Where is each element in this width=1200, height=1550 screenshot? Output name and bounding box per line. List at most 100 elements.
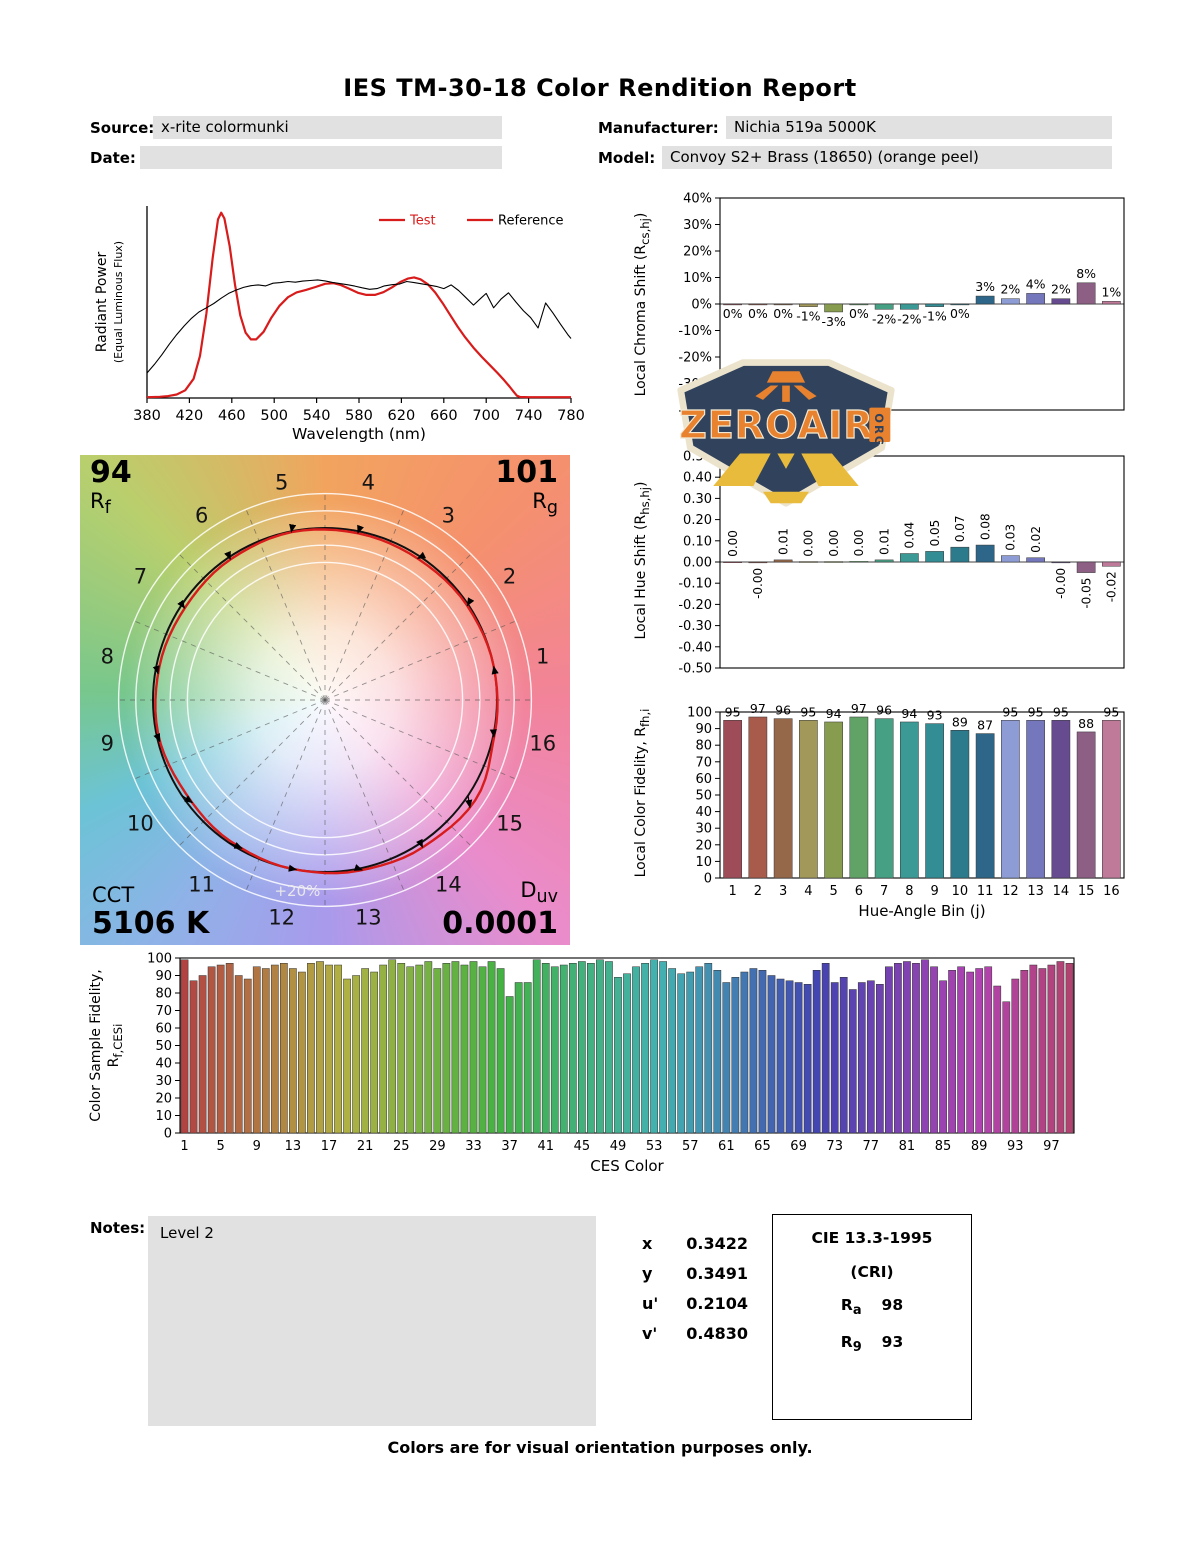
svg-text:4%: 4% <box>1026 276 1046 291</box>
svg-text:2: 2 <box>754 884 762 899</box>
svg-text:0%: 0% <box>773 306 793 321</box>
svg-text:500: 500 <box>260 408 288 424</box>
svg-text:80: 80 <box>695 739 712 754</box>
svg-text:540: 540 <box>303 408 331 424</box>
local-color-fidelity-chart: 1009080706050403020100951972963954945976… <box>687 702 1125 920</box>
svg-text:30%: 30% <box>683 218 712 233</box>
svg-text:11: 11 <box>977 884 994 899</box>
svg-text:30: 30 <box>155 1074 172 1089</box>
svg-text:2%: 2% <box>1000 282 1020 297</box>
cct-value: 5106 K <box>92 905 210 941</box>
svg-text:0.01: 0.01 <box>776 528 790 555</box>
svg-text:8: 8 <box>905 884 913 899</box>
logo-lamp-icon <box>755 371 817 402</box>
svg-text:70: 70 <box>695 755 712 770</box>
svg-text:95: 95 <box>1028 704 1044 719</box>
svg-text:1: 1 <box>536 645 549 669</box>
svg-text:0.05: 0.05 <box>928 520 942 547</box>
svg-text:0.20: 0.20 <box>683 513 712 528</box>
svg-text:6: 6 <box>855 884 863 899</box>
svg-text:700: 700 <box>472 408 500 424</box>
svg-text:15: 15 <box>496 811 523 835</box>
model-field: Convoy S2+ Brass (18650) (orange peel) <box>662 146 1112 169</box>
svg-text:10: 10 <box>695 855 712 870</box>
svg-text:97: 97 <box>851 702 867 716</box>
svg-text:-2%: -2% <box>872 311 896 326</box>
svg-text:14: 14 <box>1053 884 1070 899</box>
color-vector-graphic: 1 2 3 4 5 6 7 8 9 10 11 12 13 14 15 16 +20% 94 Rf 101 Rg… <box>80 455 570 945</box>
svg-text:-1%: -1% <box>922 309 946 324</box>
svg-text:0.02: 0.02 <box>1029 526 1043 553</box>
svg-text:40: 40 <box>155 1057 172 1072</box>
page-title: IES TM-30-18 Color Rendition Report <box>343 74 857 102</box>
manufacturer-field: Nichia 519a 5000K <box>726 116 1112 139</box>
svg-text:87: 87 <box>977 718 993 733</box>
svg-text:620: 620 <box>388 408 416 424</box>
svg-text:7: 7 <box>134 565 147 589</box>
svg-text:60: 60 <box>695 772 712 787</box>
svg-text:-20%: -20% <box>678 351 712 366</box>
logo-wordmark: ZEROAIR <box>679 403 874 448</box>
svg-text:49: 49 <box>610 1139 627 1154</box>
svg-text:89: 89 <box>971 1139 988 1154</box>
svg-text:0.00: 0.00 <box>852 530 866 557</box>
svg-text:-0.00: -0.00 <box>1054 568 1068 599</box>
svg-text:94: 94 <box>826 706 842 721</box>
source-label: Source: <box>90 119 155 137</box>
svg-text:0.08: 0.08 <box>978 513 992 540</box>
svg-text:420: 420 <box>176 408 204 424</box>
svg-text:80: 80 <box>155 987 172 1002</box>
svg-text:1: 1 <box>180 1139 188 1154</box>
svg-text:10: 10 <box>952 884 969 899</box>
svg-text:0: 0 <box>704 872 712 887</box>
svg-text:5: 5 <box>275 470 288 494</box>
svg-text:17: 17 <box>321 1139 338 1154</box>
svg-text:57: 57 <box>682 1139 699 1154</box>
svg-text:5: 5 <box>829 884 837 899</box>
rf-value: 94 <box>90 455 132 490</box>
svg-text:94: 94 <box>901 706 917 721</box>
svg-text:4: 4 <box>804 884 812 899</box>
svg-text:50: 50 <box>155 1039 172 1054</box>
svg-text:0%: 0% <box>849 306 869 321</box>
svg-text:3: 3 <box>442 503 455 527</box>
svg-text:-1%: -1% <box>796 309 820 324</box>
svg-text:95: 95 <box>1002 704 1018 719</box>
svg-text:Hue-Angle Bin (j): Hue-Angle Bin (j) <box>858 902 985 920</box>
rg-block: 101 Rg <box>495 457 558 518</box>
svg-text:40%: 40% <box>683 192 712 207</box>
svg-text:660: 660 <box>430 408 458 424</box>
svg-text:77: 77 <box>863 1139 880 1154</box>
date-field <box>140 146 502 169</box>
svg-text:69: 69 <box>790 1139 807 1154</box>
svg-text:100: 100 <box>147 952 172 967</box>
svg-text:12: 12 <box>1002 884 1019 899</box>
svg-text:0.03: 0.03 <box>1004 524 1018 551</box>
svg-text:11: 11 <box>188 873 215 897</box>
svg-text:0.07: 0.07 <box>953 515 967 542</box>
svg-text:9: 9 <box>253 1139 261 1154</box>
svg-text:-0.20: -0.20 <box>678 598 712 613</box>
cri-ra-row: Ra 98 <box>773 1296 971 1318</box>
svg-text:3%: 3% <box>975 279 995 294</box>
svg-text:9: 9 <box>101 731 114 755</box>
source-field: x-rite colormunki <box>153 116 502 139</box>
svg-text:53: 53 <box>646 1139 663 1154</box>
svg-text:13: 13 <box>285 1139 302 1154</box>
cct-label: CCT <box>92 883 135 908</box>
svg-text:Test: Test <box>409 214 436 229</box>
rf-block: 94 Rf <box>90 457 132 518</box>
svg-text:15: 15 <box>1078 884 1095 899</box>
svg-text:0.30: 0.30 <box>683 492 712 507</box>
svg-text:0.40: 0.40 <box>683 471 712 486</box>
chromaticity-table: x 0.3422 y 0.3491 u' 0.2104 v' 0.4830 <box>642 1234 748 1354</box>
svg-text:95: 95 <box>1103 704 1119 719</box>
r9-value: 93 <box>881 1333 904 1352</box>
svg-text:4: 4 <box>362 470 375 494</box>
svg-text:13: 13 <box>355 906 382 930</box>
svg-text:0%: 0% <box>691 298 712 313</box>
svg-text:0%: 0% <box>950 306 970 321</box>
svg-text:10: 10 <box>127 811 154 835</box>
svg-text:580: 580 <box>345 408 373 424</box>
logo-beams <box>713 453 859 504</box>
